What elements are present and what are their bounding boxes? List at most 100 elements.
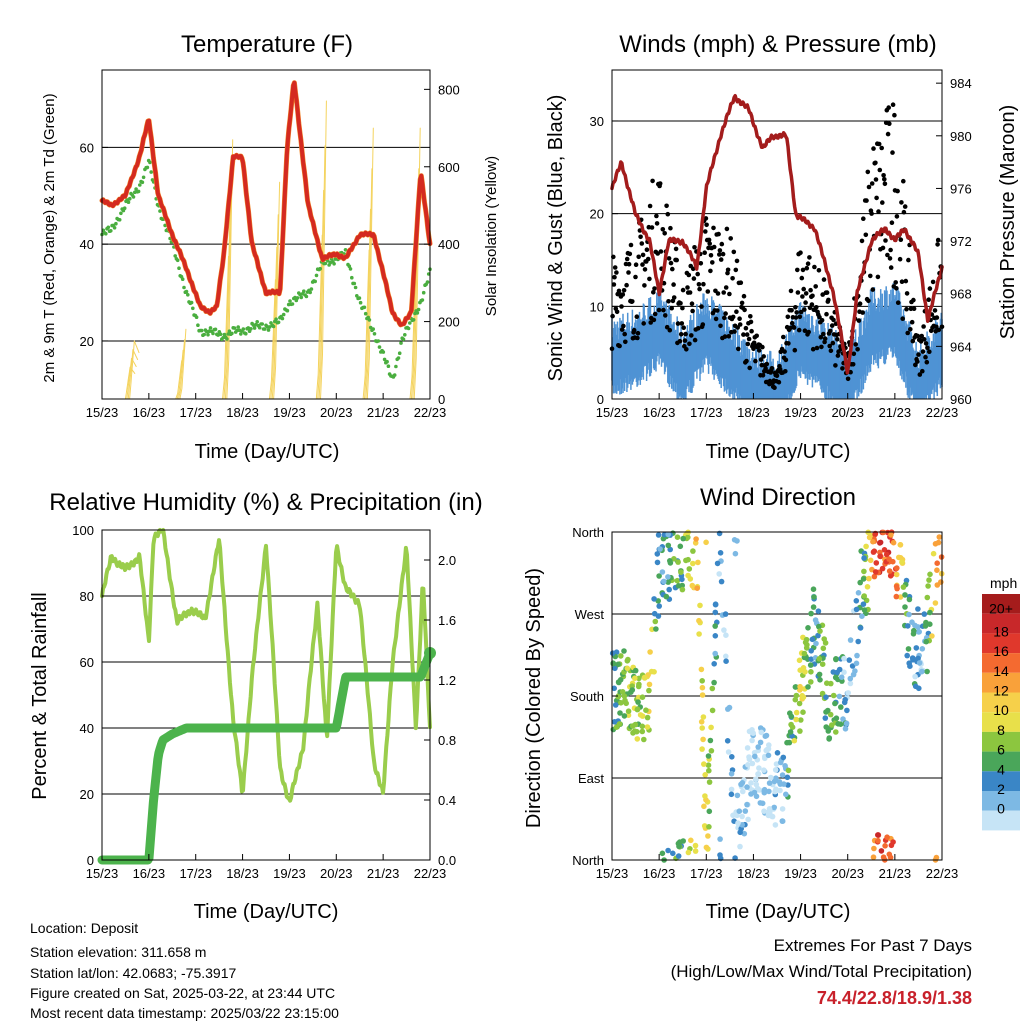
direction-point [841,669,847,675]
gust-point [687,290,693,295]
gust-point [711,225,716,231]
direction-point [647,649,653,655]
gust-point [781,334,786,340]
direction-point [712,623,718,629]
direction-point [766,780,773,786]
direction-point [793,716,799,723]
winds-right-tick-label: 972 [950,234,972,249]
direction-point [729,754,735,760]
gust-point [800,267,806,273]
direction-point [911,627,917,634]
gust-point [930,279,936,285]
direction-point [632,675,638,681]
gust-point [734,309,739,315]
gust-point [875,274,881,280]
direction-point [674,534,681,540]
gust-point [783,357,789,363]
speed-legend-swatch [982,751,1020,772]
direction-point [853,598,860,604]
station-pressure-line [610,93,944,375]
gust-point [633,262,639,268]
direction-point [773,761,780,767]
direction-point [866,534,873,541]
dewpoint-point [299,295,304,300]
gust-point [861,216,866,221]
gust-point [741,293,747,299]
direction-point [708,724,714,731]
dewpoint-point [104,231,108,236]
gust-point [702,250,707,255]
winds-right-ticks: 960 964 968 972 976 980 984 [936,76,972,407]
dewpoint-point [416,307,421,312]
gust-point [635,335,640,341]
dewpoint-point [114,221,118,226]
direction-point [838,704,844,710]
direction-point [677,839,683,845]
solar-insolation-line [235,279,276,400]
gust-point [722,334,728,339]
winds-right-tick-label: 984 [950,76,972,91]
direction-point [712,601,719,607]
gust-point [932,308,938,313]
direction-point [644,714,651,721]
direction-point [906,596,913,603]
direction-point [907,663,913,669]
direction-point [611,685,617,692]
gust-point [634,314,640,320]
gust-point [868,273,873,279]
temperature-left-tick-label: 20 [80,334,94,349]
speed-legend-label: 12 [993,683,1009,699]
dewpoint-point [285,308,290,313]
gust-point [614,309,620,315]
direction-point [841,699,848,706]
direction-point [822,715,829,721]
gust-point [917,372,923,377]
direction-point [768,774,774,781]
gust-point [668,260,674,266]
gust-point [690,266,696,272]
direction-point [854,652,860,659]
dewpoint-point [382,357,387,362]
direction-point [845,690,851,696]
gust-point [851,351,857,357]
direction-point [761,808,767,814]
direction-point [926,577,932,583]
gust-point [850,362,856,367]
gust-point [807,255,812,260]
direction-point [803,645,810,651]
gust-point [920,349,926,354]
gust-point [732,329,737,334]
dewpoint-point [225,337,229,341]
direction-point [712,650,718,657]
direction-point [861,607,868,613]
temperature-right-ticks: 0 200 400 600 800 [424,82,460,407]
gust-point [737,316,742,322]
direction-point [801,650,808,657]
direction-point [648,668,655,675]
direction-point [723,658,729,664]
direction-point [793,692,800,699]
direction-point [750,730,756,736]
winds-frame [611,69,943,400]
direction-point [758,729,765,736]
gust-point [706,237,712,243]
gust-point [876,209,881,214]
dewpoint-point [163,223,167,228]
gust-point [857,301,863,307]
gust-point [708,253,714,258]
gust-point [647,203,653,209]
direction-point [847,637,854,643]
direction-point [796,700,803,707]
gust-point [864,198,869,203]
direction-point [894,585,900,592]
direction-point [813,640,819,647]
temperature-2m-line [100,80,432,327]
direction-point [675,583,682,589]
direction-point [793,684,799,690]
direction-point [718,578,725,585]
direction-point [629,683,635,689]
gust-point [612,265,618,270]
direction-point [893,571,900,578]
solar-insolation-line [127,349,139,400]
direction-point [744,784,750,790]
